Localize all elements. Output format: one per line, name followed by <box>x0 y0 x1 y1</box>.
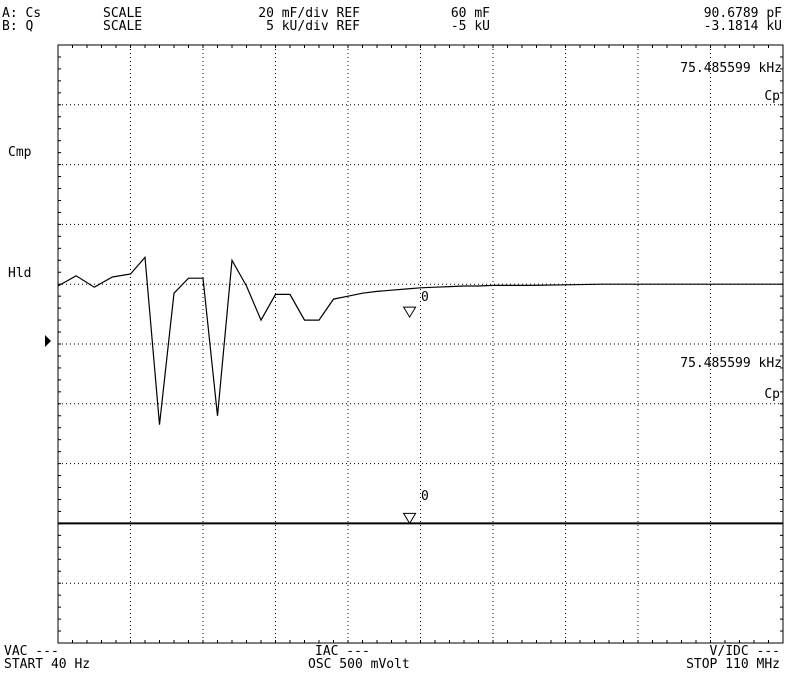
channel-a-scale-value: 20 mF/div REF <box>258 6 360 21</box>
channel-b-scale-word: SCALE <box>103 19 143 34</box>
channel-b-marker-value: -3.1814 kU <box>703 19 782 34</box>
compare-label: Cmp <box>8 145 32 160</box>
osc-level: OSC 500 mVolt <box>308 657 410 672</box>
vac-readout: VAC --- <box>4 644 59 659</box>
channel-a-scale-word: SCALE <box>103 6 143 21</box>
marker-readout-top-freq: 75.485599 kHz <box>680 61 782 76</box>
graticule-grid <box>57 44 784 644</box>
channel-a-marker-value: 90.6789 pF <box>703 6 782 21</box>
channel-a-ref-value: 60 mF <box>450 6 490 21</box>
marker-triangle-a <box>402 306 417 319</box>
channel-b-scale-value: 5 kU/div REF <box>266 19 360 34</box>
marker-readout-bottom-freq: 75.485599 kHz <box>680 356 782 371</box>
marker-label-a: 0 <box>421 290 429 305</box>
channel-b-label: B: Q <box>2 19 34 34</box>
channel-b-ref-value: -5 kU <box>450 19 490 34</box>
channel-a-label: A: Cs <box>2 6 42 21</box>
iac-readout: IAC --- <box>315 644 370 659</box>
traces <box>57 255 783 525</box>
marker-triangle-b <box>402 512 417 525</box>
reference-pointer <box>45 335 51 347</box>
markers <box>402 306 417 525</box>
vdc-readout: V/IDC --- <box>709 644 780 659</box>
start-frequency: START 40 Hz <box>4 657 91 672</box>
trace-a <box>57 255 783 425</box>
hold-label: Hld <box>8 266 32 281</box>
marker-label-b: 0 <box>421 489 429 504</box>
stop-frequency: STOP 110 MHz <box>686 657 780 672</box>
marker-readout-bottom-param: Cp <box>764 387 780 402</box>
marker-readout-top-param: Cp <box>764 89 780 104</box>
